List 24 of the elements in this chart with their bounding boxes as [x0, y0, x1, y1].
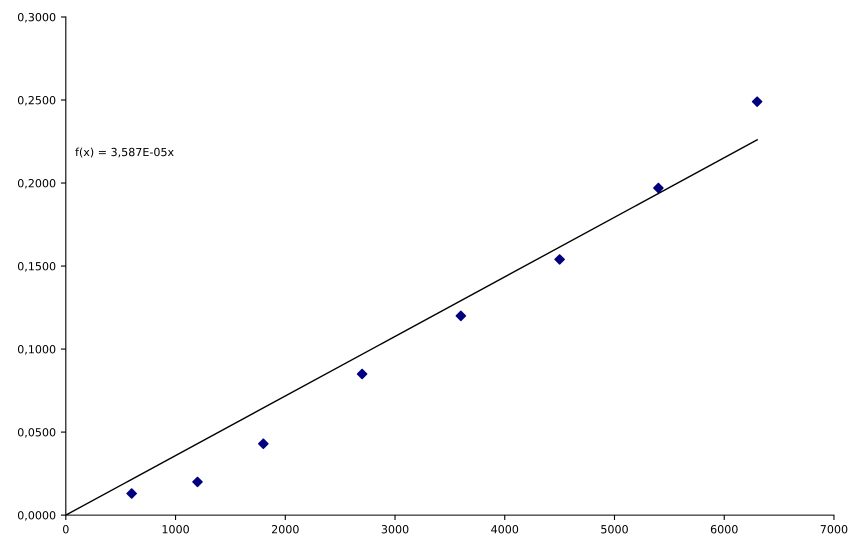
point — [258, 438, 269, 450]
x-tick-label: 6000 — [710, 525, 738, 534]
x-tick-label: 2000 — [272, 525, 299, 534]
x-tick-label: 5000 — [601, 525, 628, 534]
point — [192, 476, 203, 488]
x-tick-label: 3000 — [382, 525, 408, 534]
y-tick-label: 0,2500 — [18, 96, 56, 106]
y-tick-label: 0,1000 — [18, 345, 56, 355]
x-tick-label: 1000 — [162, 525, 189, 534]
point — [554, 254, 565, 265]
point — [126, 488, 137, 499]
point — [752, 96, 762, 107]
x-tick-label: 4000 — [491, 525, 518, 534]
point — [456, 310, 466, 322]
y-tick-label: 0,0500 — [18, 428, 56, 438]
point — [653, 182, 664, 194]
y-tick-label: 0,1500 — [18, 262, 56, 272]
y-tick-label: 0,3000 — [18, 12, 56, 22]
y-tick-label: 0,0000 — [18, 511, 56, 521]
x-tick-label: 7000 — [820, 525, 848, 534]
point — [356, 368, 368, 380]
annotation: f(x) = 3,587E-05x — [75, 148, 174, 158]
y-tick-label: 0,2000 — [18, 179, 56, 189]
x-tick-label: 0 — [63, 525, 69, 534]
